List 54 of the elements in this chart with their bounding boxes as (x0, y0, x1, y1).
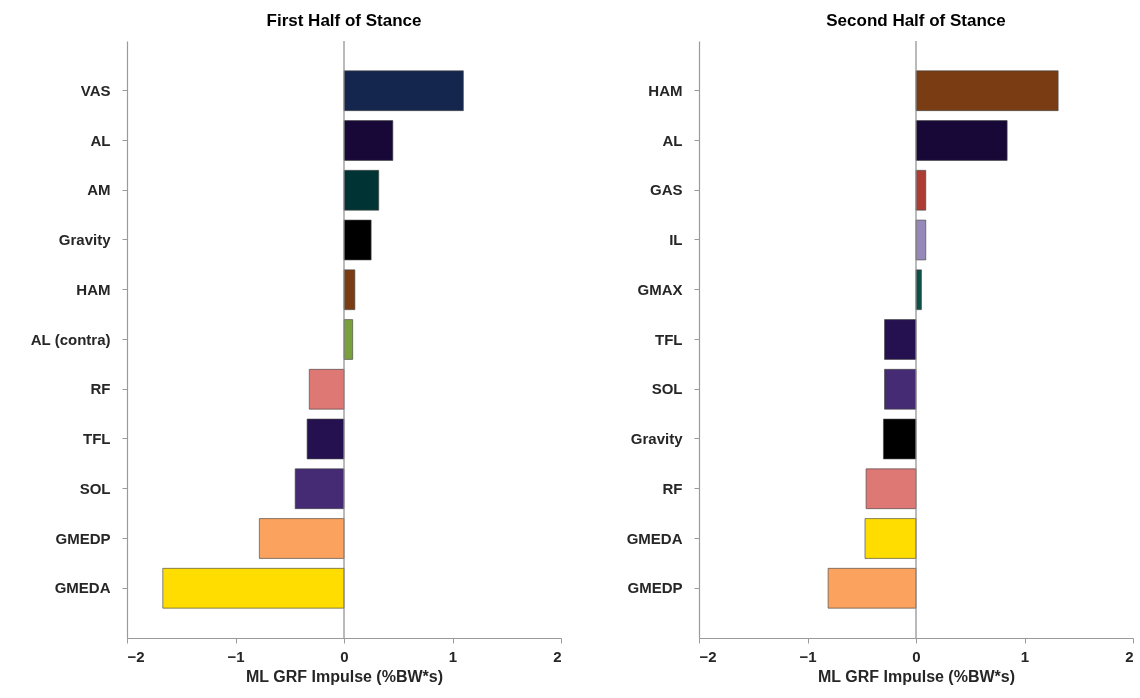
y-tick-label: GMEDP (627, 579, 683, 597)
y-tick-label: SOL (79, 479, 111, 497)
bar (343, 120, 394, 161)
bar (865, 468, 917, 510)
y-tick-label: VAS (80, 81, 111, 99)
x-tick-label: 1 (448, 647, 458, 665)
x-tick-label: 2 (1125, 647, 1134, 665)
y-tick-label: AM (87, 181, 111, 199)
y-tick-label: AL (90, 131, 111, 149)
bar (343, 169, 380, 211)
y-tick-label: HAM (648, 81, 683, 99)
x-tick-label: 0 (912, 647, 921, 665)
bar (294, 468, 345, 510)
x-tick-label: 1 (1020, 647, 1030, 665)
bar (343, 219, 372, 261)
y-tick-label: SOL (651, 380, 683, 398)
y-tick-label: AL (662, 131, 683, 149)
y-tick-label: GAS (649, 181, 683, 199)
y-tick-label: GMEDA (626, 529, 683, 547)
bar (884, 319, 917, 360)
y-tick-label: GMEDP (55, 529, 111, 547)
y-tick-label: RF (90, 380, 111, 398)
x-tick-label: 2 (553, 647, 562, 665)
x-tick-label: −1 (227, 647, 245, 665)
chart-title: First Half of Stance (266, 11, 422, 31)
bar (883, 418, 917, 460)
bar (306, 418, 345, 460)
x-axis-title: ML GRF Impulse (%BW*s) (245, 667, 444, 685)
x-axis-title: ML GRF Impulse (%BW*s) (817, 667, 1016, 685)
bar (915, 70, 1059, 112)
bar (884, 368, 917, 410)
bar (343, 70, 464, 112)
y-tick-label: TFL (655, 330, 683, 348)
bar (308, 368, 345, 410)
bar (258, 518, 345, 559)
y-tick-label: GMEDA (54, 579, 111, 597)
bar (162, 567, 345, 609)
y-tick-label: IL (669, 231, 683, 248)
y-tick-label: GMAX (637, 280, 683, 298)
x-tick-label: −2 (127, 647, 145, 665)
x-tick-label: −1 (799, 647, 817, 665)
x-tick-label: −2 (699, 647, 717, 665)
chart-title: Second Half of Stance (826, 11, 1006, 31)
x-tick-label: 0 (340, 647, 349, 665)
bar (864, 518, 917, 559)
bar (915, 120, 1008, 161)
y-tick-label: HAM (76, 280, 111, 298)
y-tick-label: AL (contra) (30, 330, 111, 348)
y-tick-label: TFL (83, 430, 111, 447)
y-tick-label: Gravity (58, 231, 112, 248)
bar (343, 269, 356, 311)
bar (827, 567, 917, 609)
y-tick-label: Gravity (630, 430, 684, 447)
y-tick-label: RF (662, 479, 683, 497)
